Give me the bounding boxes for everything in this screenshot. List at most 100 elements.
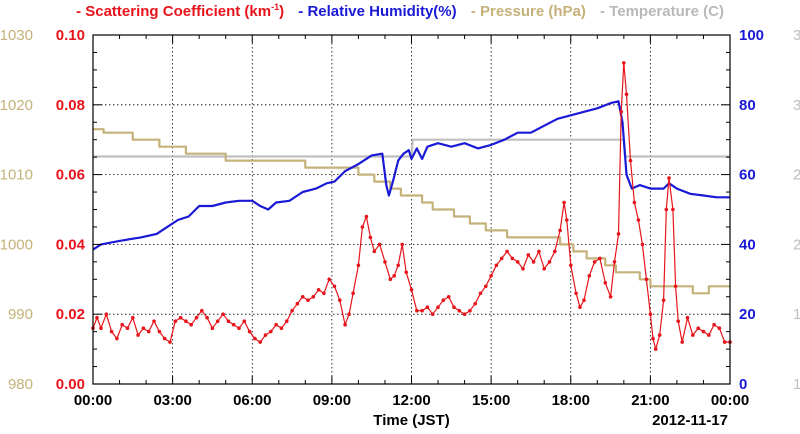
point-scattering [392, 274, 397, 278]
pressure-tick-label: 1030 [0, 27, 33, 44]
series-pressure [93, 128, 730, 295]
point-scattering [253, 336, 257, 341]
point-scattering [396, 263, 401, 268]
chart-legend: - Scattering Coefficient (km-1) - Relati… [0, 2, 800, 20]
point-scattering [104, 312, 109, 317]
point-scattering [194, 315, 199, 320]
humidity-tick-label: 100 [739, 27, 764, 44]
point-scattering [531, 260, 536, 264]
point-scattering [578, 305, 582, 310]
point-scattering [189, 322, 193, 327]
point-scattering [582, 298, 586, 303]
point-scattering [553, 249, 557, 254]
point-scattering [478, 291, 483, 296]
humidity-tick-label: 80 [739, 97, 756, 114]
point-scattering [306, 298, 310, 303]
point-scattering [269, 329, 273, 334]
x-tick-label: 09:00 [313, 392, 351, 409]
point-scattering [400, 242, 405, 247]
point-scattering [157, 329, 162, 334]
temperature-tick-label: 15 [793, 306, 800, 323]
scattering-tick-label: 0.06 [56, 167, 85, 184]
point-scattering [664, 207, 669, 212]
point-scattering [115, 336, 119, 341]
point-scattering [377, 242, 382, 247]
x-tick-label: 18:00 [552, 392, 590, 409]
point-scattering [146, 329, 151, 334]
point-scattering [351, 291, 355, 296]
point-scattering [226, 319, 231, 324]
x-tick-label: 06:00 [233, 392, 271, 409]
point-scattering [608, 295, 613, 299]
point-scattering [505, 249, 509, 254]
point-scattering [383, 260, 387, 264]
date-label: 2012-11-17 [652, 412, 728, 429]
x-tick-label: 03:00 [153, 392, 191, 409]
point-scattering [515, 260, 520, 264]
point-scattering [484, 284, 488, 289]
point-scattering [499, 256, 504, 261]
point-scattering [430, 312, 435, 317]
point-scattering [673, 284, 678, 289]
point-scattering [415, 308, 419, 313]
point-scattering [712, 322, 716, 327]
point-scattering [141, 326, 146, 331]
point-scattering [707, 333, 711, 337]
temperature-tick-label: 30 [793, 97, 800, 114]
point-scattering [510, 256, 515, 261]
point-scattering [526, 253, 531, 257]
point-scattering [644, 277, 649, 282]
point-scattering [425, 305, 430, 310]
point-scattering [696, 326, 700, 331]
point-scattering [364, 214, 369, 219]
point-scattering [462, 312, 467, 317]
temperature-tick-label: 25 [793, 167, 800, 184]
scattering-tick-label: 0.04 [56, 236, 86, 253]
point-scattering [494, 263, 499, 268]
legend-scattering: - Scattering Coefficient (km-1) [76, 2, 285, 20]
point-scattering [347, 312, 351, 317]
point-scattering [95, 315, 99, 320]
point-scattering [624, 92, 629, 97]
point-scattering [685, 315, 690, 320]
scattering-tick-label: 0.00 [56, 376, 85, 393]
point-scattering [489, 274, 493, 278]
grid-lines [93, 35, 730, 384]
point-scattering [667, 176, 671, 180]
point-scattering [558, 228, 562, 233]
pressure-tick-label: 1020 [0, 97, 33, 114]
axes-layer: 00:00 03:00 06:00 09:00 12:00 15:00 18:00 21:00… [0, 27, 800, 409]
point-scattering [671, 207, 675, 212]
point-scattering [120, 322, 124, 327]
series-layer [91, 61, 732, 351]
point-scattering [636, 218, 641, 222]
point-scattering [468, 308, 472, 313]
point-scattering [661, 298, 666, 303]
point-scattering [316, 288, 321, 292]
point-scattering [473, 301, 478, 306]
humidity-tick-label: 60 [739, 167, 756, 184]
pressure-tick-label: 1000 [0, 236, 33, 253]
x-tick-label: 00:00 [711, 392, 749, 409]
point-scattering [587, 274, 592, 278]
x-tick-label: 15:00 [472, 392, 510, 409]
point-scattering [99, 326, 103, 331]
point-scattering [237, 326, 241, 331]
point-scattering [200, 308, 204, 313]
point-scattering [436, 305, 440, 310]
point-scattering [360, 225, 365, 229]
series-humidity [92, 100, 730, 251]
point-scattering [242, 319, 247, 324]
point-scattering [125, 326, 130, 331]
point-scattering [603, 281, 608, 285]
point-scattering [322, 291, 326, 296]
point-scattering [521, 267, 525, 271]
point-scattering [221, 312, 225, 317]
point-scattering [612, 260, 617, 264]
point-scattering [547, 260, 552, 264]
temperature-tick-label: 35 [793, 27, 800, 44]
point-scattering [592, 260, 597, 264]
point-scattering [173, 319, 178, 324]
point-scattering [542, 267, 546, 271]
point-scattering [131, 315, 135, 320]
